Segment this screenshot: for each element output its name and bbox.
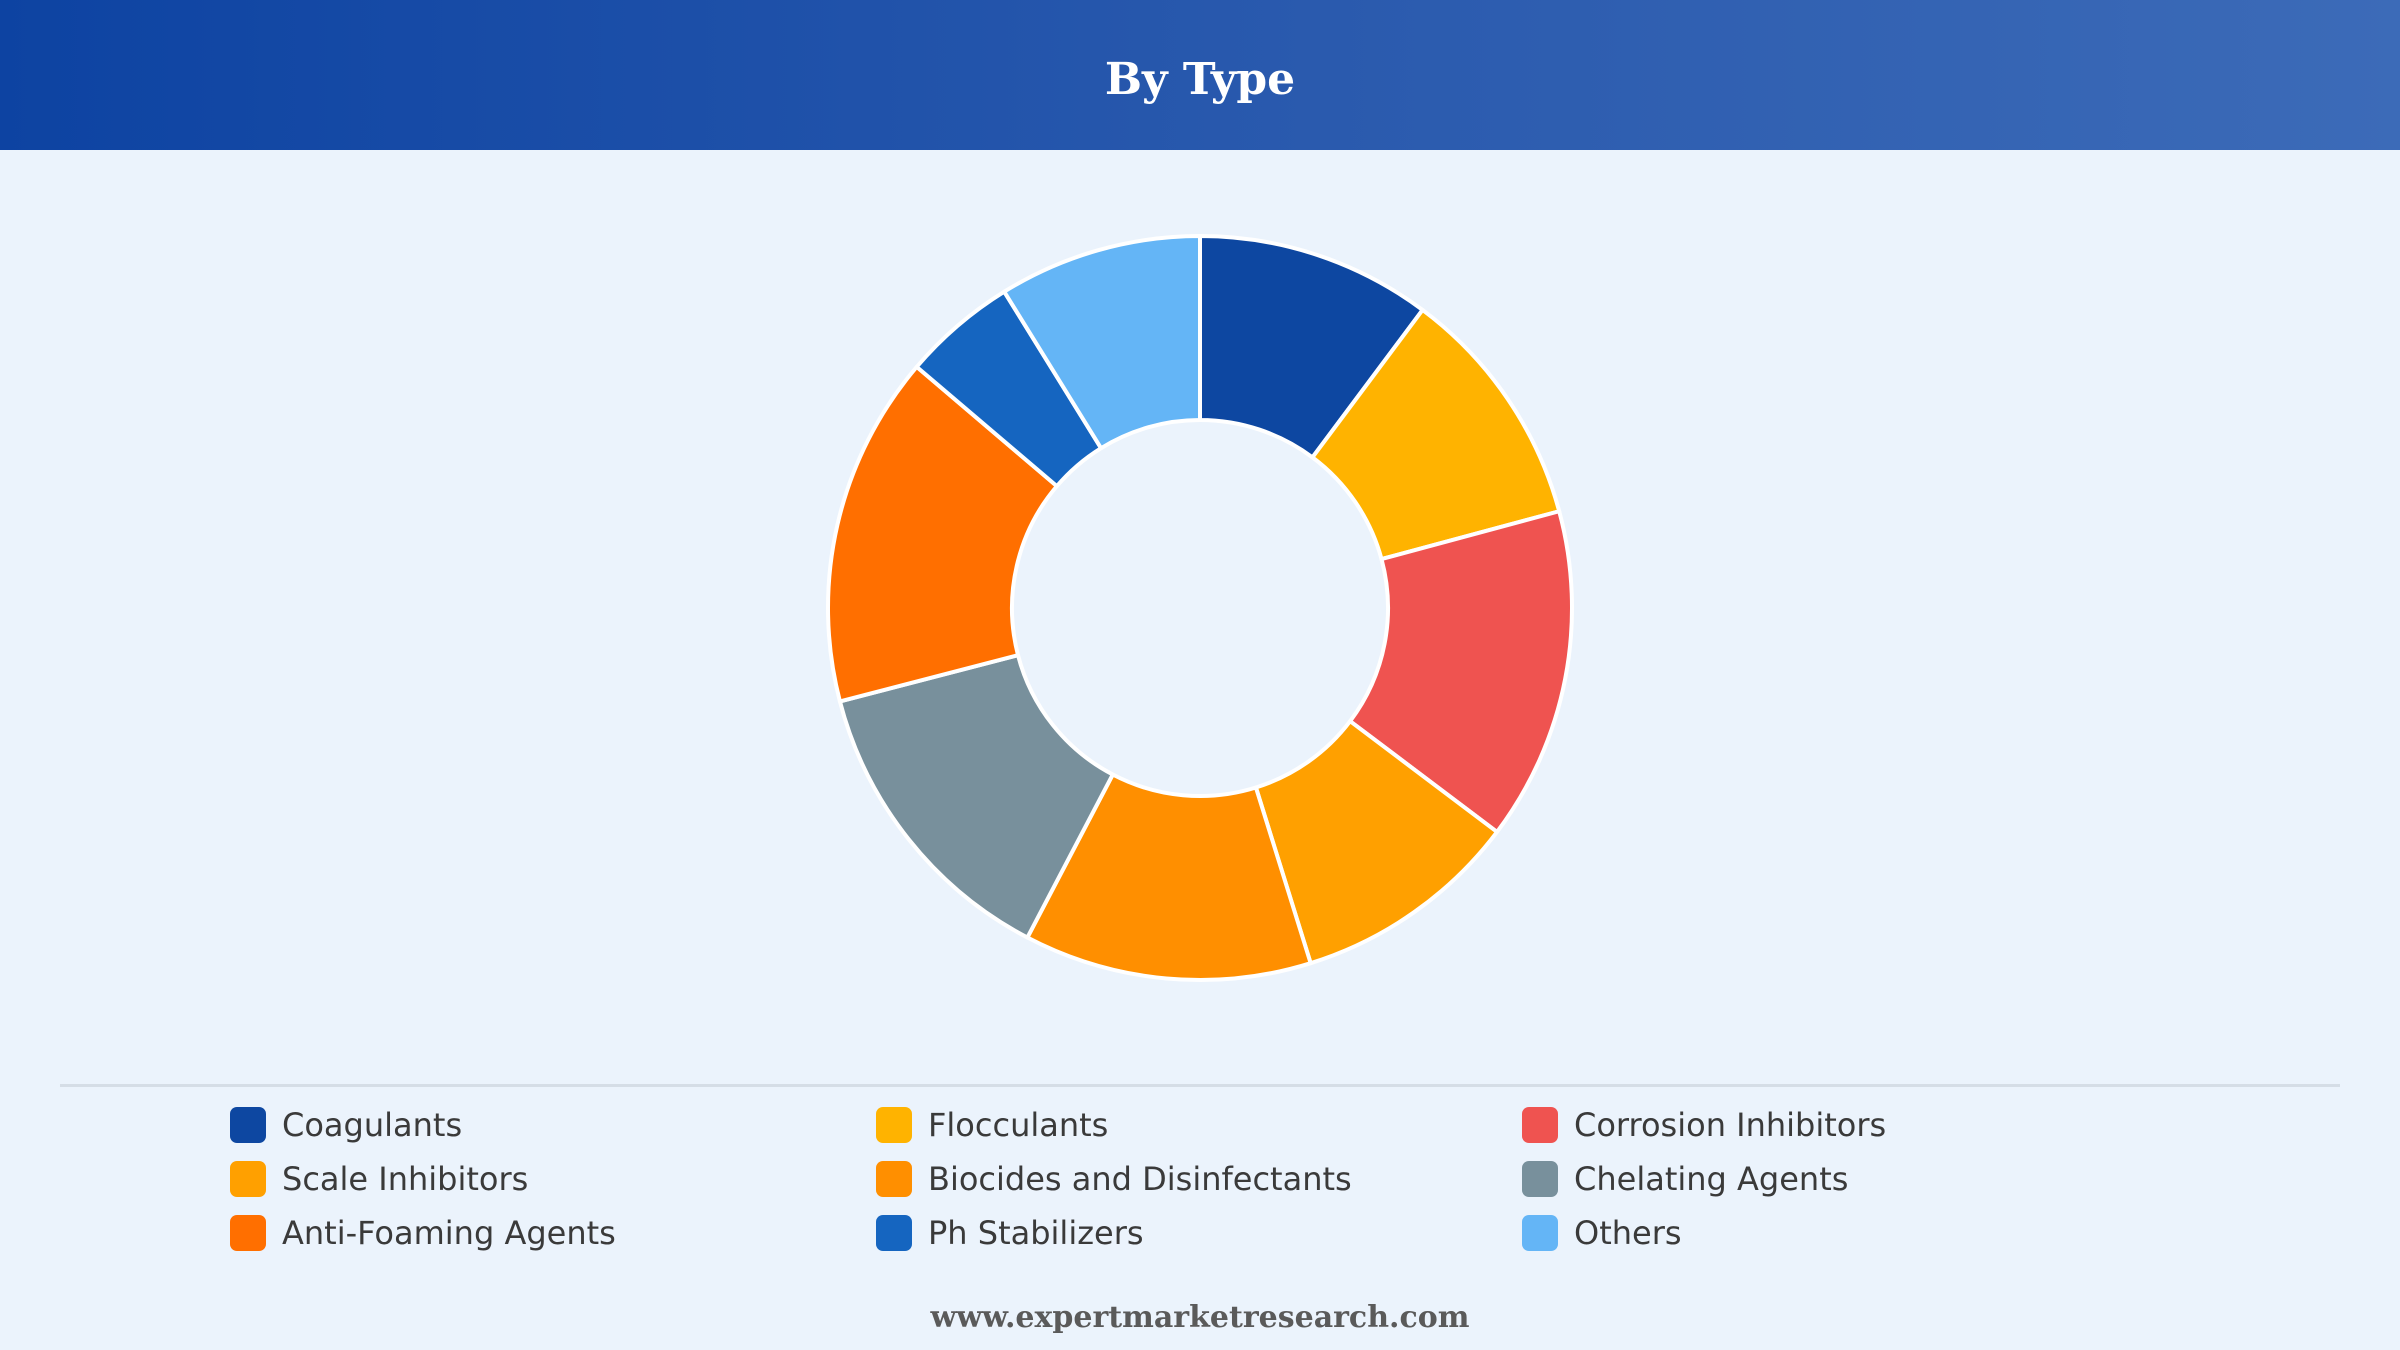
legend-item: Anti-Foaming Agents xyxy=(230,1206,876,1260)
legend-swatch xyxy=(230,1215,266,1251)
legend-item: Biocides and Disinfectants xyxy=(876,1152,1522,1206)
donut-slice-5 xyxy=(837,653,1115,940)
donut-slice-6 xyxy=(826,364,1059,704)
header-bar xyxy=(0,0,2400,150)
legend-swatch xyxy=(876,1107,912,1143)
legend-label: Others xyxy=(1574,1214,1682,1252)
legend-item: Coagulants xyxy=(230,1098,876,1152)
legend-swatch xyxy=(230,1161,266,1197)
legend-label: Scale Inhibitors xyxy=(282,1160,529,1198)
legend-label: Ph Stabilizers xyxy=(928,1214,1144,1252)
legend-swatch xyxy=(876,1215,912,1251)
donut-chart xyxy=(826,234,1574,982)
legend-label: Biocides and Disinfectants xyxy=(928,1160,1352,1198)
legend-label: Coagulants xyxy=(282,1106,463,1144)
donut-slice-1 xyxy=(1310,307,1562,562)
chart-legend: Coagulants Flocculants Corrosion Inhibitor… xyxy=(230,1098,2130,1260)
legend-swatch xyxy=(876,1161,912,1197)
legend-label: Anti-Foaming Agents xyxy=(282,1214,616,1252)
legend-swatch xyxy=(1522,1107,1558,1143)
donut-slice-8 xyxy=(1002,234,1202,451)
legend-label: Corrosion Inhibitors xyxy=(1574,1106,1887,1144)
legend-item: Chelating Agents xyxy=(1522,1152,2122,1206)
legend-item: Corrosion Inhibitors xyxy=(1522,1098,2122,1152)
legend-divider xyxy=(60,1084,2340,1087)
legend-swatch xyxy=(230,1107,266,1143)
legend-item: Flocculants xyxy=(876,1098,1522,1152)
legend-item: Scale Inhibitors xyxy=(230,1152,876,1206)
chart-title: By Type xyxy=(1104,54,1296,105)
legend-label: Chelating Agents xyxy=(1574,1160,1849,1198)
footer-website: www.expertmarketresearch.com xyxy=(930,1300,1470,1335)
legend-item: Others xyxy=(1522,1206,2122,1260)
donut-slice-4 xyxy=(1025,772,1313,982)
legend-swatch xyxy=(1522,1215,1558,1251)
legend-swatch xyxy=(1522,1161,1558,1197)
legend-item: Ph Stabilizers xyxy=(876,1206,1522,1260)
donut-slice-2 xyxy=(1348,509,1574,834)
legend-label: Flocculants xyxy=(928,1106,1109,1144)
